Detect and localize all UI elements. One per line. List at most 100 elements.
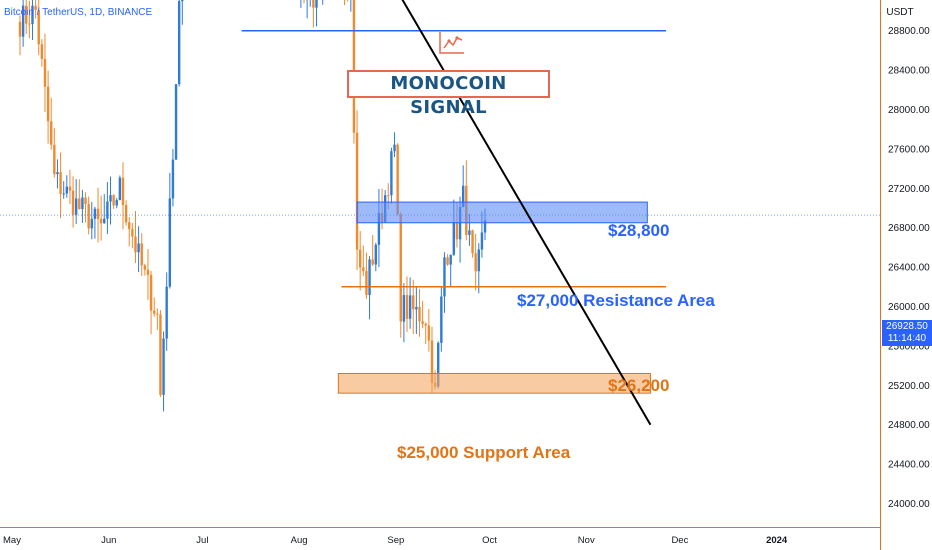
candle-body [37, 9, 40, 45]
candle-body [68, 186, 72, 191]
candle-body [365, 271, 368, 296]
last-price-tag: 26928.50 11:14:40 [882, 320, 932, 346]
candle-body [128, 222, 131, 230]
candle-body [115, 200, 118, 206]
y-tick-label: 24800.00 [888, 420, 930, 431]
candle-body [174, 84, 178, 160]
y-tick-label: 28000.00 [888, 105, 930, 116]
candle-body [474, 253, 477, 272]
x-tick-label: Jun [101, 535, 116, 546]
x-tick-label: Aug [291, 535, 308, 546]
candle-body [124, 205, 128, 223]
candle-body [181, 0, 184, 2]
y-tick-label: 25200.00 [888, 381, 930, 392]
resistance-zone[interactable] [356, 201, 648, 224]
candle-body [71, 190, 75, 215]
candle-body [377, 213, 381, 245]
candle-body [78, 198, 81, 210]
y-tick-label: 28800.00 [888, 26, 930, 37]
candle-body [53, 144, 56, 175]
candle-body [415, 307, 418, 310]
candle-body [112, 195, 115, 206]
x-tick-label: Oct [482, 535, 497, 546]
candle-body [371, 259, 374, 265]
y-tick-label: 24400.00 [888, 460, 930, 471]
y-tick-label: 26000.00 [888, 302, 930, 313]
candle-body [408, 295, 412, 319]
drawing-overlays [0, 0, 880, 426]
candle-body [159, 314, 162, 395]
candle-body [140, 243, 143, 266]
candle-body [40, 44, 44, 59]
candle-body [87, 203, 90, 229]
candle-body [393, 144, 396, 152]
candle-body [468, 230, 471, 235]
candle-body [412, 295, 415, 310]
candle-body [437, 342, 440, 387]
candle-body [449, 254, 452, 265]
x-tick-label: Jul [196, 535, 208, 546]
candle-body [84, 197, 87, 204]
y-tick-label: 25600.00 [888, 341, 930, 352]
candle-body [156, 313, 159, 315]
candle-body [50, 121, 53, 145]
y-tick-label: 28400.00 [888, 66, 930, 77]
candle-body [18, 21, 22, 37]
candle-body [387, 195, 390, 197]
candle-body [312, 0, 315, 8]
y-tick-label: 27200.00 [888, 184, 930, 195]
candle-body [109, 195, 112, 202]
candle-body [421, 321, 424, 324]
candle-body [427, 325, 431, 341]
candle-body [390, 151, 393, 196]
candle-body [402, 295, 406, 322]
candle-body [62, 193, 65, 195]
candle-body [362, 267, 365, 272]
support-zone-label: $25,000 Support Area [397, 443, 571, 462]
y-tick-label: 27600.00 [888, 144, 930, 155]
candle-body [399, 214, 402, 322]
candle-body [25, 5, 28, 24]
candle-body [149, 274, 153, 311]
x-tick-label: Sep [387, 535, 404, 546]
brand-banner: MONOCOIN SIGNAL [347, 70, 550, 118]
candle-body [93, 208, 97, 219]
currency-label[interactable]: USDT [886, 7, 914, 18]
candle-body [440, 296, 443, 343]
symbol-title[interactable]: Bitcoin / TetherUS, 1D, BINANCE [4, 7, 153, 18]
last-price-value: 26928.50 [886, 321, 928, 332]
candle-body [352, 0, 356, 133]
resistance-level-label: $28,800 [608, 221, 670, 240]
candle-body [368, 259, 371, 296]
candle-body [21, 5, 25, 37]
y-tick-label: 26400.00 [888, 263, 930, 274]
candle-body [56, 172, 59, 175]
candle-body [43, 58, 47, 87]
candle-body [121, 177, 125, 206]
candle-body [443, 257, 446, 297]
candle-body [396, 144, 399, 215]
x-tick-label: Dec [671, 535, 688, 546]
candle-body [31, 5, 34, 25]
candle-body [355, 132, 359, 250]
candle-body [134, 236, 137, 253]
candle-body [171, 159, 175, 199]
candle-countdown: 11:14:40 [887, 333, 927, 344]
candle-body [81, 197, 84, 210]
support-zone[interactable] [337, 372, 651, 394]
candle-body [34, 5, 37, 10]
candle-body [177, 1, 181, 85]
candle-body [118, 177, 122, 201]
candle-body [446, 257, 449, 265]
support-level-label: $26,200 [608, 376, 670, 395]
candle-body [430, 340, 434, 383]
candle-body [96, 208, 100, 219]
candle-body [106, 201, 109, 219]
candle-body [59, 172, 62, 194]
candle-body [418, 307, 421, 322]
candle-body [471, 230, 474, 254]
x-tick-label: 2024 [766, 535, 788, 546]
candle-body [483, 220, 487, 233]
candle-body [65, 186, 69, 194]
